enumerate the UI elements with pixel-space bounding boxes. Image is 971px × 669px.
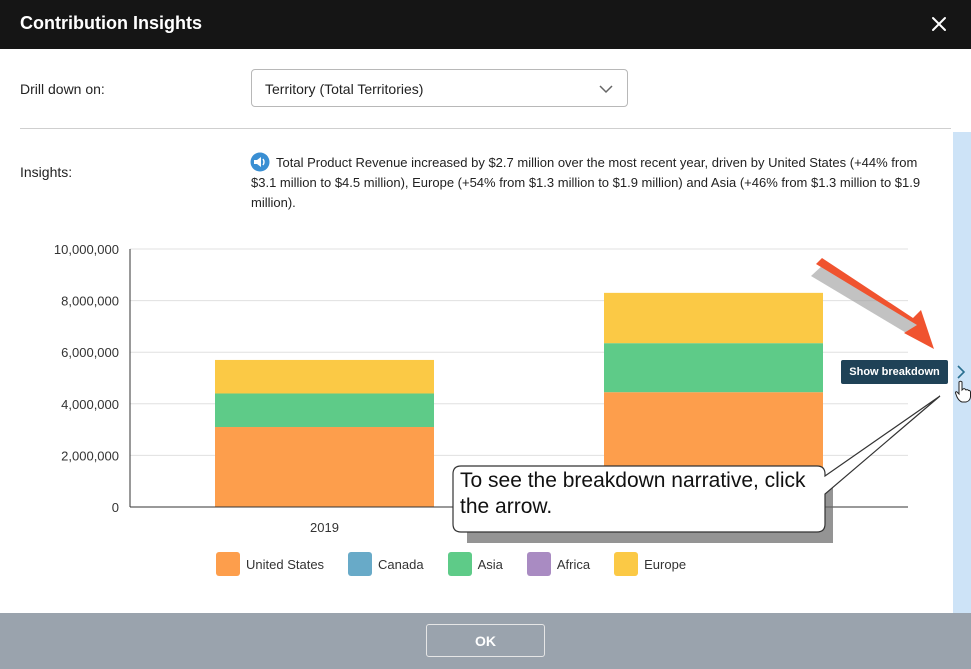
dialog-title-bar: Contribution Insights: [0, 0, 971, 49]
legend-item[interactable]: Europe: [614, 552, 686, 576]
legend-item[interactable]: United States: [216, 552, 324, 576]
legend-swatch: [348, 552, 373, 576]
x-tick-label: 2019: [310, 520, 339, 535]
y-tick-label: 4,000,000: [61, 397, 119, 412]
drill-down-label: Drill down on:: [20, 81, 105, 97]
y-tick-label: 2,000,000: [61, 448, 119, 463]
chevron-down-icon: [599, 82, 613, 96]
bar-segment: [215, 427, 434, 507]
x-tick-label: 2020: [699, 520, 728, 535]
close-icon[interactable]: [929, 14, 949, 34]
legend-label: Africa: [556, 556, 591, 572]
legend-swatch: [447, 552, 472, 576]
legend-swatch: [614, 552, 639, 576]
legend-swatch: [526, 552, 551, 576]
y-tick-label: 0: [112, 500, 119, 515]
dialog-title: Contribution Insights: [20, 13, 202, 33]
divider: [20, 128, 951, 129]
insights-label: Insights:: [20, 164, 73, 180]
legend-item[interactable]: Asia: [447, 552, 503, 576]
drill-down-select[interactable]: Territory (Total Territories): [251, 69, 628, 107]
legend-label: Canada: [378, 556, 424, 572]
bar-segment: [604, 343, 823, 393]
y-tick-label: 10,000,000: [54, 242, 119, 257]
bar-segment: [215, 393, 434, 428]
drill-down-value: Territory (Total Territories): [265, 81, 424, 97]
legend-item[interactable]: Canada: [348, 552, 424, 576]
speaker-icon[interactable]: [250, 152, 270, 172]
legend-label: Europe: [644, 556, 687, 572]
legend-label: Asia: [477, 556, 503, 572]
legend-label: United States: [246, 556, 325, 572]
dialog-footer: OK: [0, 613, 971, 669]
chevron-right-icon[interactable]: [954, 362, 970, 382]
bar-segment: [215, 359, 434, 394]
show-breakdown-tooltip: Show breakdown: [841, 360, 948, 384]
hand-cursor-icon: [954, 380, 971, 404]
breakdown-panel-edge: [953, 132, 971, 613]
legend-swatch: [216, 552, 240, 576]
insight-narrative: Total Product Revenue increased by $2.7 …: [251, 155, 921, 210]
callout-text: To see the breakdown narrative, click th…: [460, 469, 806, 518]
y-tick-label: 6,000,000: [61, 345, 119, 360]
ok-button[interactable]: OK: [426, 624, 545, 657]
bar-segment: [604, 292, 823, 344]
chart-legend: United States Canada Asia Africa Europe: [216, 551, 710, 577]
y-tick-label: 8,000,000: [61, 294, 119, 309]
legend-item[interactable]: Africa: [526, 552, 591, 576]
